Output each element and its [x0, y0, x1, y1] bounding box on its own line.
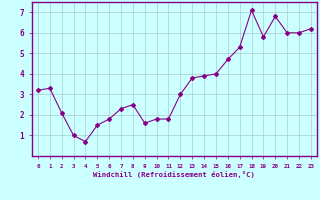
- X-axis label: Windchill (Refroidissement éolien,°C): Windchill (Refroidissement éolien,°C): [93, 171, 255, 178]
